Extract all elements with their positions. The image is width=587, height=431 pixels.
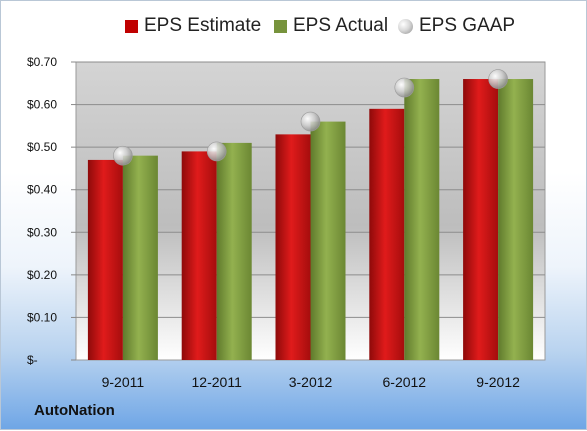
y-tick-label: $0.10 [27, 310, 57, 324]
bar-eps-actual [498, 79, 534, 361]
legend-label-estimate: EPS Estimate [144, 15, 262, 36]
x-tick-label: 9-2012 [476, 374, 520, 390]
marker-eps-gaap [206, 141, 227, 162]
bar-eps-actual [310, 121, 346, 360]
marker-eps-gaap [488, 69, 508, 89]
x-tick-label: 6-2012 [383, 374, 427, 390]
company-name: AutoNation [34, 402, 115, 419]
x-tick-label: 3-2012 [289, 374, 333, 390]
bar-eps-actual [122, 155, 158, 360]
y-tick-label: $0.30 [27, 225, 57, 239]
legend-item-estimate: EPS Estimate [125, 15, 261, 37]
legend-label-gaap: EPS GAAP [419, 15, 516, 36]
y-tick-label: $0.40 [27, 183, 57, 197]
legend: EPS Estimate EPS Actual EPS GAAP [1, 15, 587, 45]
x-tick-label: 12-2011 [192, 374, 243, 390]
marker-eps-gaap [394, 77, 415, 98]
bar-eps-actual [216, 142, 252, 360]
bar-eps-estimate [369, 108, 405, 360]
bars [87, 79, 534, 361]
y-tick-label: $- [27, 353, 38, 367]
bar-eps-estimate [181, 151, 217, 360]
legend-swatch-estimate [125, 19, 138, 33]
legend-label-actual: EPS Actual [293, 15, 389, 36]
y-axis: $- $0.10 $0.20 $0.30 $0.40 $0.50 $0.60 $0.70 [27, 55, 76, 367]
y-tick-label: $0.20 [27, 268, 57, 282]
legend-item-gaap: EPS GAAP [398, 15, 515, 37]
bar-eps-estimate [87, 159, 123, 360]
y-tick-label: $0.50 [27, 140, 57, 154]
bar-eps-estimate [275, 134, 311, 360]
marker-eps-gaap [300, 111, 321, 132]
y-tick-label: $0.70 [27, 55, 57, 69]
legend-item-actual: EPS Actual [274, 15, 388, 37]
legend-swatch-actual [274, 19, 287, 33]
x-axis: 9-2011 12-2011 3-2012 6-2012 9-2012 [102, 374, 520, 390]
y-tick-label: $0.60 [27, 98, 57, 112]
bar-eps-actual [404, 79, 440, 361]
legend-marker-gaap [398, 18, 413, 34]
x-tick-label: 9-2011 [102, 374, 145, 390]
bar-eps-estimate [463, 79, 499, 361]
gaap-markers [113, 69, 508, 166]
marker-eps-gaap [113, 145, 133, 166]
